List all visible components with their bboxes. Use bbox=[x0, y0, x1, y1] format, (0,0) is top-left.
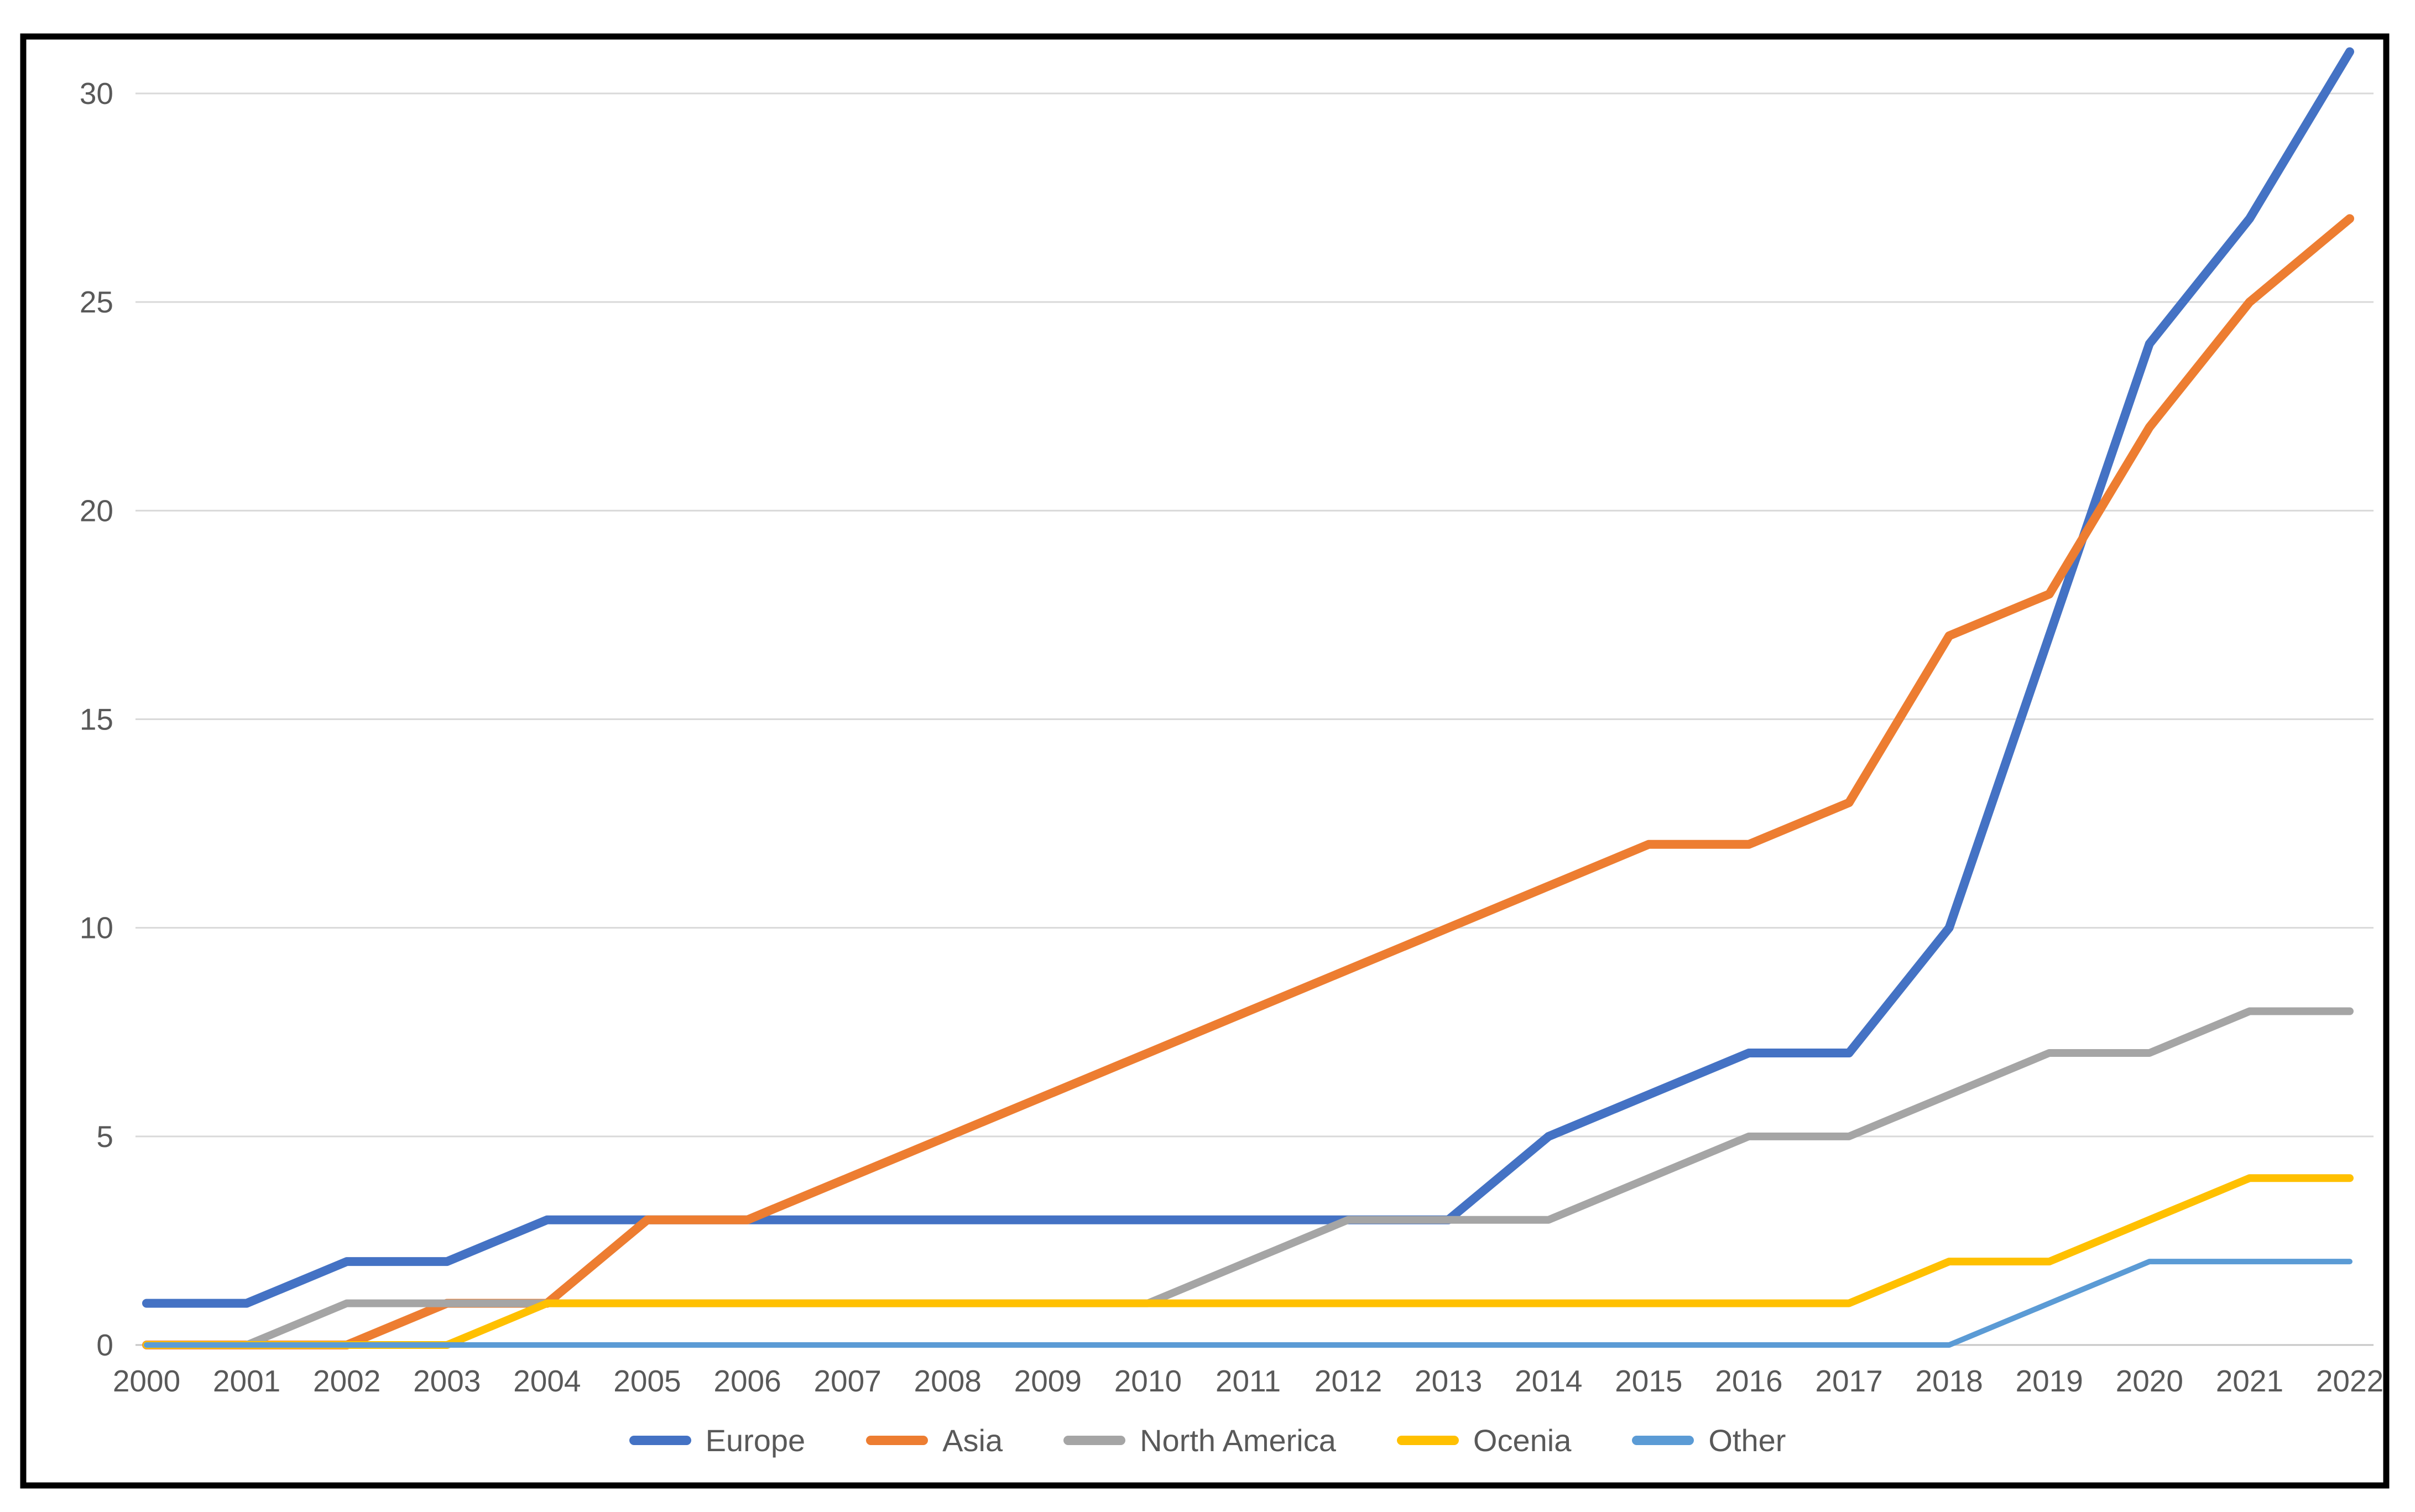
figure-border bbox=[20, 33, 2390, 1489]
x-tick-label: 2008 bbox=[914, 1364, 982, 1398]
x-tick-label: 2016 bbox=[1715, 1364, 1782, 1398]
x-tick-label: 2022 bbox=[2316, 1364, 2383, 1398]
legend-label: Europe bbox=[705, 1423, 806, 1458]
x-tick-label: 2001 bbox=[213, 1364, 280, 1398]
legend-item-asia: Asia bbox=[866, 1422, 1003, 1458]
legend-item-other: Other bbox=[1632, 1422, 1786, 1458]
x-tick-label: 2013 bbox=[1415, 1364, 1482, 1398]
legend-item-europe: Europe bbox=[629, 1422, 806, 1458]
y-tick-label: 5 bbox=[96, 1119, 113, 1154]
legend-item-ocenia: Ocenia bbox=[1396, 1422, 1572, 1458]
y-tick-label: 25 bbox=[80, 285, 113, 319]
series-line-ocenia bbox=[143, 1174, 2354, 1349]
x-tick-label: 2015 bbox=[1615, 1364, 1682, 1398]
x-tick-label: 2000 bbox=[113, 1364, 180, 1398]
legend-swatch-icon bbox=[1063, 1436, 1126, 1445]
y-tick-label: 10 bbox=[80, 911, 113, 945]
x-tick-label: 2002 bbox=[313, 1364, 380, 1398]
x-tick-label: 2019 bbox=[2016, 1364, 2083, 1398]
x-tick-label: 2010 bbox=[1114, 1364, 1182, 1398]
y-tick-label: 30 bbox=[80, 76, 113, 111]
x-tick-label: 2012 bbox=[1315, 1364, 1382, 1398]
x-tick-label: 2009 bbox=[1014, 1364, 1082, 1398]
x-tick-label: 2004 bbox=[513, 1364, 581, 1398]
legend-swatch-icon bbox=[1632, 1436, 1694, 1445]
series-line-north-america bbox=[143, 1007, 2354, 1349]
legend-swatch-icon bbox=[629, 1436, 691, 1445]
x-tick-label: 2007 bbox=[813, 1364, 881, 1398]
x-tick-label: 2018 bbox=[1915, 1364, 1983, 1398]
x-tick-label: 2020 bbox=[2116, 1364, 2183, 1398]
legend-label: Other bbox=[1708, 1423, 1786, 1458]
x-tick-label: 2011 bbox=[1216, 1364, 1281, 1398]
legend-label: Asia bbox=[942, 1423, 1003, 1458]
y-tick-label: 20 bbox=[80, 493, 113, 528]
legend-label: Ocenia bbox=[1473, 1423, 1572, 1458]
legend-swatch-icon bbox=[1396, 1436, 1459, 1445]
y-tick-label: 15 bbox=[80, 702, 113, 737]
x-tick-label: 2003 bbox=[413, 1364, 481, 1398]
legend-label: North America bbox=[1140, 1423, 1336, 1458]
x-tick-label: 2006 bbox=[713, 1364, 781, 1398]
x-tick-label: 2017 bbox=[1815, 1364, 1882, 1398]
chart-legend: Europe Asia North America Ocenia Other bbox=[0, 1422, 2415, 1458]
x-tick-label: 2014 bbox=[1515, 1364, 1582, 1398]
series-line-europe bbox=[142, 47, 2354, 1308]
legend-swatch-icon bbox=[866, 1436, 929, 1445]
y-tick-label: 0 bbox=[96, 1328, 113, 1362]
x-tick-label: 2021 bbox=[2216, 1364, 2283, 1398]
x-tick-label: 2005 bbox=[613, 1364, 681, 1398]
legend-item-north-america: North America bbox=[1063, 1422, 1336, 1458]
series-line-other bbox=[144, 1259, 2353, 1348]
